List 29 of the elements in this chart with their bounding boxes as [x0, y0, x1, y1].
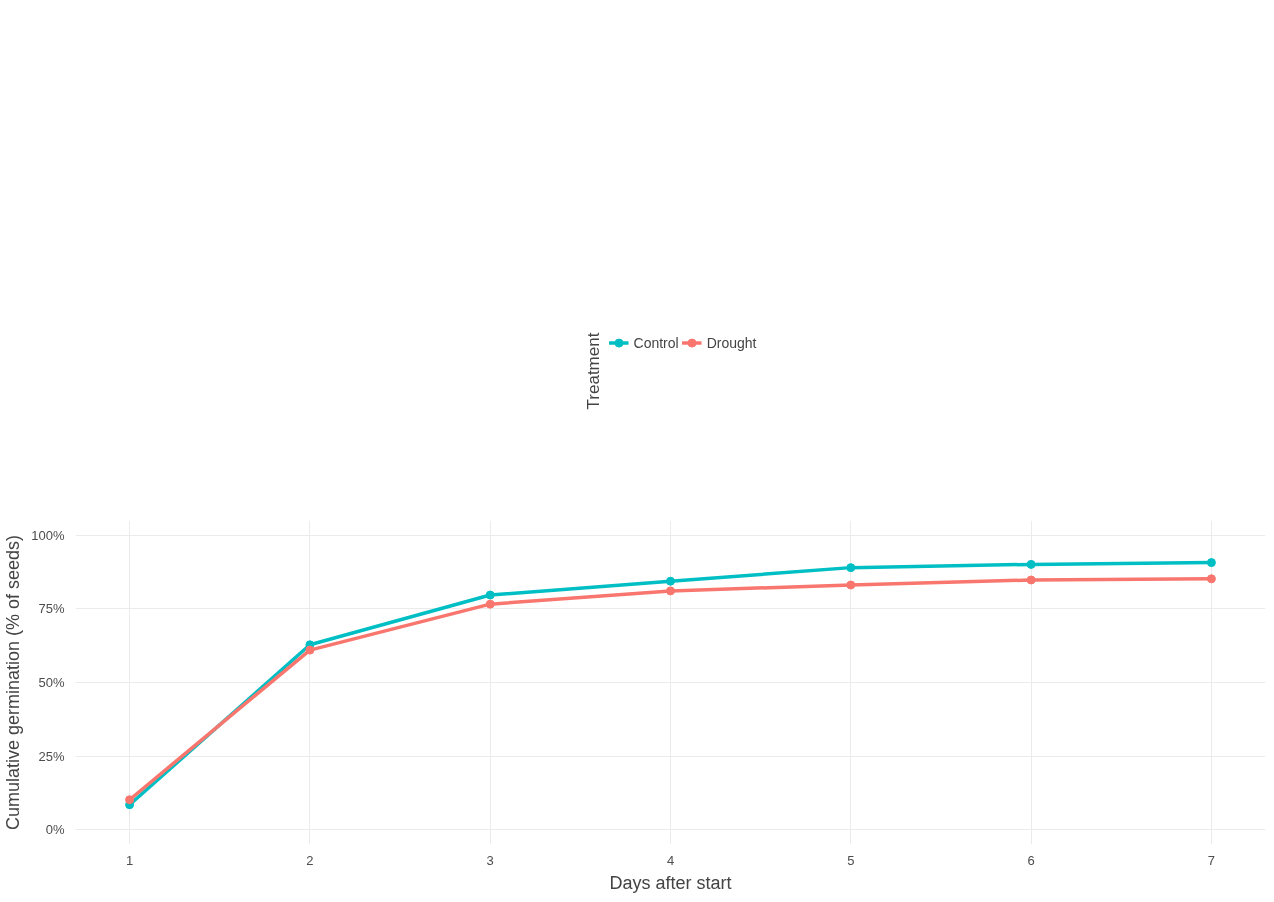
point [666, 576, 675, 586]
point [1026, 559, 1036, 569]
y-tick-label: 50% [38, 675, 65, 690]
x-axis-title: Days after start [609, 872, 732, 893]
point [1206, 558, 1216, 568]
point [846, 580, 856, 590]
x-tick-label: 6 [1027, 852, 1035, 868]
point [305, 645, 315, 655]
point [485, 599, 495, 609]
point [485, 590, 495, 600]
y-tick-label: 25% [38, 748, 65, 764]
legend-title: Treatment [583, 332, 604, 410]
x-tick-label: 3 [486, 852, 494, 868]
point [1026, 575, 1036, 585]
y-tick-label: 75% [38, 601, 65, 617]
point [125, 795, 135, 805]
point [1206, 574, 1216, 584]
x-tick-label: 2 [306, 852, 314, 868]
x-tick-label: 5 [847, 852, 855, 868]
x-tick-label: 1 [125, 852, 134, 868]
x-tick-label: 4 [666, 852, 675, 868]
point [666, 586, 675, 596]
x-tick-label: 7 [1207, 852, 1216, 868]
legend-label: Drought [706, 334, 757, 351]
y-tick-label: 100% [31, 527, 65, 543]
y-tick-label: 0% [45, 822, 65, 838]
y-axis-title: Cumulative germination (% of seeds) [3, 534, 24, 831]
point [846, 563, 856, 573]
legend-label: Control [633, 334, 679, 351]
